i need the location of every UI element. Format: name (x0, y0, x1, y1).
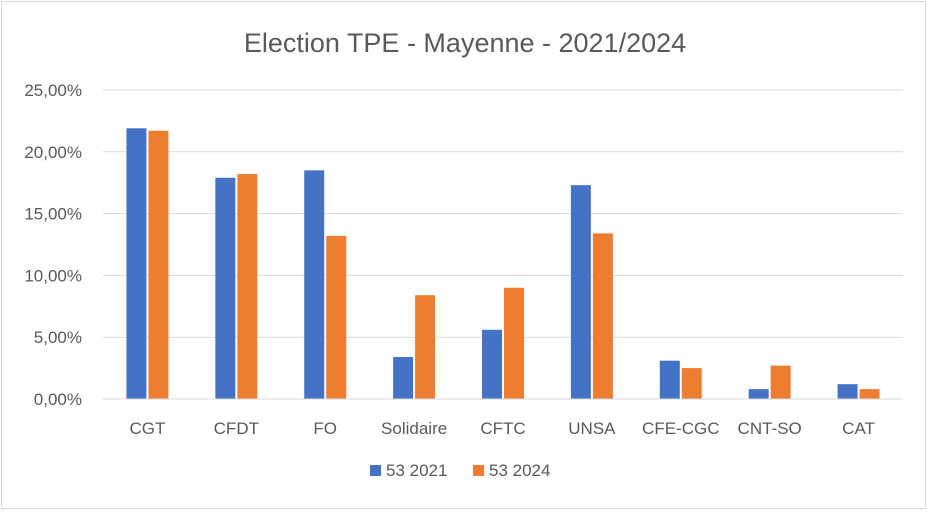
bar-fo-series-1 (304, 170, 325, 399)
legend-swatch (370, 465, 381, 476)
bar-unsa-series-2 (592, 233, 613, 399)
x-tick-label: CGT (129, 419, 165, 438)
bar-cfe-cgc-series-1 (659, 360, 680, 399)
legend-label: 53 2021 (386, 461, 447, 480)
x-tick-label: CFE-CGC (642, 419, 719, 438)
legend-swatch (473, 465, 484, 476)
x-tick-label: CFTC (480, 419, 525, 438)
y-tick-label: 10,00% (24, 266, 82, 285)
bar-cftc-series-1 (482, 329, 502, 399)
bar-cfe-cgc-series-2 (681, 368, 702, 399)
bar-unsa-series-1 (570, 185, 591, 399)
y-tick-label: 0,00% (34, 390, 82, 409)
chart-title: Election TPE - Mayenne - 2021/2024 (244, 28, 686, 58)
bars (103, 128, 903, 400)
bar-cat-series-1 (837, 384, 858, 399)
x-axis-ticks: CGT CFDT FO Solidaire CFTC UNSA CFE-CGC CNT-SO C… (129, 419, 874, 438)
bar-cfdt-series-2 (237, 174, 258, 399)
x-tick-label: CNT-SO (738, 419, 802, 438)
x-tick-label: Solidaire (381, 419, 447, 438)
bar-fo-series-2 (326, 235, 347, 399)
bar-cnt-so-series-1 (748, 389, 769, 399)
bar-cat-series-2 (859, 389, 880, 399)
legend-label: 53 2024 (489, 461, 550, 480)
y-tick-label: 25,00% (24, 81, 82, 100)
x-tick-label: CFDT (214, 419, 259, 438)
bar-cfdt-series-1 (215, 177, 236, 399)
y-tick-label: 20,00% (24, 143, 82, 162)
bar-solidaire-series-2 (415, 295, 436, 399)
x-tick-label: FO (313, 419, 337, 438)
bar-solidaire-series-1 (393, 356, 414, 399)
y-axis-ticks: 0,00% 5,00% 10,00% 15,00% 20,00% 25,00% (24, 81, 82, 409)
bar-cgt-series-2 (148, 130, 169, 399)
y-tick-label: 15,00% (24, 205, 82, 224)
legend: 53 2021 53 2024 (370, 461, 550, 480)
bar-cnt-so-series-2 (770, 365, 791, 399)
y-tick-label: 5,00% (34, 328, 82, 347)
x-tick-label: UNSA (568, 419, 616, 438)
bar-cgt-series-1 (126, 128, 147, 400)
x-tick-label: CAT (842, 419, 875, 438)
bar-cftc-series-2 (504, 287, 524, 399)
